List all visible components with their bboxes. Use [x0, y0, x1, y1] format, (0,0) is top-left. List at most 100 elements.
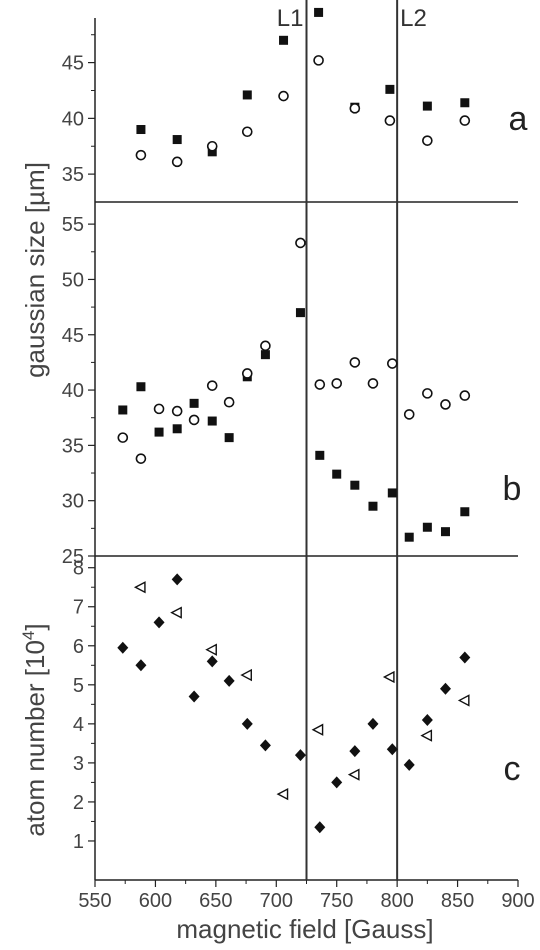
y-tick-label: 8 — [73, 558, 84, 580]
data-point — [117, 641, 129, 654]
data-point — [294, 749, 306, 762]
data-point — [205, 643, 217, 656]
data-point — [457, 694, 470, 707]
data-point — [387, 358, 398, 369]
data-point — [440, 527, 450, 537]
series-open-circle — [135, 55, 471, 168]
data-point — [295, 308, 305, 318]
data-point — [403, 409, 415, 420]
y-tick-label: 35 — [62, 435, 84, 457]
data-point — [331, 378, 343, 389]
panel-b: 25 30 35 40 45 50 55 b — [62, 202, 521, 568]
data-point — [349, 745, 361, 758]
data-point — [135, 149, 147, 161]
y-tick-label: 2 — [73, 792, 84, 814]
y-tick-label: 45 — [62, 325, 84, 347]
data-point — [260, 350, 270, 360]
reference-line-label: L2 — [400, 5, 427, 32]
reference-line-label: L1 — [277, 5, 304, 32]
data-point — [241, 126, 253, 138]
data-point — [404, 532, 414, 542]
data-point — [206, 140, 218, 152]
data-point — [459, 651, 471, 664]
data-point — [135, 659, 147, 672]
data-point — [207, 416, 217, 426]
data-point — [311, 723, 324, 736]
data-point — [368, 501, 378, 511]
data-point — [460, 507, 470, 517]
y-axis-label-atom-number: atom number [104] — [19, 623, 50, 836]
y-axis-label-gaussian: gaussian size [µm] — [20, 162, 50, 378]
data-point — [422, 388, 433, 399]
series-filled-square — [118, 308, 470, 542]
data-point — [171, 573, 183, 586]
data-point — [118, 405, 128, 415]
y-tick-label: 25 — [62, 546, 84, 568]
data-point — [240, 668, 252, 682]
y-tick-label: 7 — [73, 597, 84, 619]
data-point — [279, 35, 289, 45]
data-point — [241, 717, 253, 730]
data-point — [314, 7, 324, 17]
data-point — [422, 522, 432, 532]
data-point — [135, 453, 147, 464]
data-point — [133, 581, 146, 594]
y-tick-label: 45 — [62, 53, 84, 75]
data-point — [136, 125, 146, 135]
data-point — [350, 480, 360, 490]
data-point — [206, 655, 218, 668]
data-point — [349, 357, 361, 368]
data-point — [117, 432, 129, 443]
data-point — [440, 399, 451, 410]
x-tick-label: 550 — [78, 890, 111, 912]
data-point — [422, 101, 432, 111]
data-point — [403, 758, 415, 771]
data-point — [260, 340, 271, 352]
data-point — [242, 90, 252, 100]
data-point — [295, 237, 306, 249]
x-axis: 550 600 650 700 750 800 850 900 — [78, 880, 535, 912]
panel-label-a: a — [509, 100, 528, 138]
data-point — [420, 729, 433, 742]
series-filled-diamond — [117, 573, 471, 834]
panel-c: 1 2 3 4 5 6 7 8 c — [73, 556, 521, 881]
y-tick-label: 35 — [62, 164, 84, 186]
panel-label-c: c — [504, 750, 521, 788]
series-open-triangle-left — [133, 581, 470, 801]
data-point — [421, 713, 433, 726]
data-point — [278, 90, 289, 102]
data-point — [188, 690, 200, 703]
x-tick-label: 700 — [260, 890, 293, 912]
y-tick-label: 6 — [73, 636, 84, 658]
data-point — [313, 55, 324, 66]
data-point — [347, 768, 360, 781]
data-point — [276, 787, 289, 801]
y-tick-label: 30 — [62, 491, 84, 513]
data-point — [206, 380, 218, 391]
x-tick-label: 800 — [380, 890, 413, 912]
data-point — [189, 398, 199, 408]
x-tick-label: 750 — [320, 890, 353, 912]
data-point — [349, 103, 361, 114]
data-point — [332, 469, 342, 479]
data-point — [188, 414, 200, 426]
x-axis-label: magnetic field [Gauss] — [176, 914, 433, 944]
data-point — [422, 135, 433, 146]
x-tick-label: 600 — [139, 890, 172, 912]
data-point — [223, 674, 235, 687]
data-point — [459, 390, 471, 401]
data-point — [367, 378, 379, 389]
data-point — [384, 115, 396, 126]
data-point — [153, 403, 165, 415]
data-point — [172, 424, 182, 434]
data-point — [136, 382, 146, 392]
x-tick-label: 850 — [441, 890, 474, 912]
data-point — [207, 147, 217, 157]
data-point — [224, 433, 234, 443]
data-point — [314, 821, 326, 834]
data-point — [241, 368, 253, 379]
y-tick-label: 55 — [62, 214, 84, 236]
data-point — [259, 739, 271, 752]
data-point — [387, 488, 397, 498]
